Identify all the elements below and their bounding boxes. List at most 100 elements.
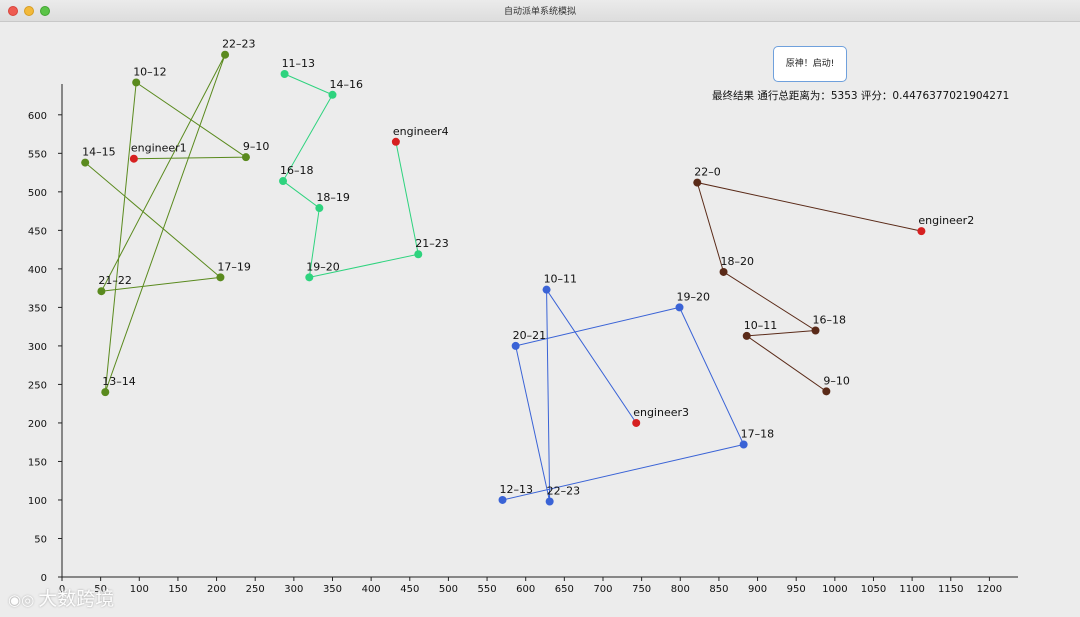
- engineer-label: engineer4: [393, 125, 449, 138]
- task-point: [542, 285, 551, 294]
- task-label: 16–18: [280, 164, 314, 177]
- x-tick-label: 100: [130, 584, 149, 595]
- task-label: 12–13: [500, 483, 534, 496]
- x-tick-label: 1200: [977, 584, 1002, 595]
- engineer-point: [632, 418, 641, 427]
- x-tick-label: 300: [284, 584, 303, 595]
- y-tick-label: 50: [34, 534, 47, 545]
- task-point: [305, 273, 314, 282]
- x-tick-label: 750: [632, 584, 651, 595]
- x-tick-label: 350: [323, 584, 342, 595]
- watermark: ◉◎ 大数跨境: [8, 584, 114, 611]
- x-tick-label: 1100: [899, 584, 924, 595]
- task-label: 22–0: [694, 166, 721, 179]
- x-tick-label: 1000: [822, 584, 847, 595]
- y-tick-label: 600: [28, 111, 47, 122]
- task-point: [545, 497, 554, 506]
- watermark-text: 大数跨境: [38, 588, 115, 610]
- task-point: [280, 69, 289, 78]
- task-label: 20–21: [513, 329, 547, 342]
- x-tick-label: 250: [246, 584, 265, 595]
- x-tick-label: 550: [478, 584, 497, 595]
- y-tick-label: 450: [28, 226, 47, 237]
- engineer-point: [129, 154, 138, 163]
- task-point: [216, 273, 225, 282]
- task-point: [97, 287, 106, 296]
- x-tick-label: 900: [748, 584, 767, 595]
- task-point: [279, 177, 288, 186]
- x-tick-label: 150: [168, 584, 187, 595]
- engineer-label: engineer2: [918, 214, 974, 227]
- x-tick-label: 500: [439, 584, 458, 595]
- x-tick-label: 700: [593, 584, 612, 595]
- window-title: 自动派单系统模拟: [503, 7, 576, 17]
- task-label: 13–14: [102, 375, 136, 388]
- x-tick-label: 1050: [861, 584, 886, 595]
- task-label: 18–20: [721, 255, 755, 268]
- distance-label: 通行总距离为：: [757, 90, 831, 102]
- task-label: 11–13: [282, 57, 316, 70]
- task-label: 14–16: [329, 78, 363, 91]
- task-label: 14–15: [82, 146, 116, 159]
- x-tick-label: 950: [787, 584, 806, 595]
- score-label: 评分：: [860, 90, 893, 102]
- task-label: 16–18: [813, 314, 847, 327]
- distance-value: 5353: [830, 90, 858, 102]
- x-tick-label: 400: [362, 584, 381, 595]
- engineer-label: engineer3: [633, 406, 689, 419]
- task-label: 10–11: [544, 273, 578, 286]
- task-label: 22–23: [222, 38, 256, 51]
- task-label: 10–11: [744, 319, 778, 332]
- engineer-point: [917, 227, 926, 236]
- start-button[interactable]: 原神！启动!: [773, 46, 847, 82]
- y-tick-label: 200: [28, 419, 47, 430]
- task-label: 22–23: [547, 485, 581, 498]
- y-tick-label: 150: [28, 457, 47, 468]
- score-value: 0.4476377021904271: [892, 90, 1010, 102]
- route-line-engineer3: [502, 287, 745, 502]
- task-point: [498, 495, 507, 504]
- task-point: [511, 341, 520, 350]
- task-label: 19–20: [306, 260, 340, 273]
- y-tick-label: 400: [28, 265, 47, 276]
- watermark-logo-icon: ◉◎: [8, 591, 35, 609]
- task-point: [101, 388, 110, 397]
- result-line: 最终结果 通行总距离为：5353 评分：0.4476377021904271: [712, 88, 1009, 103]
- x-tick-label: 1150: [938, 584, 963, 595]
- y-tick-label: 0: [41, 573, 47, 584]
- x-tick-label: 200: [207, 584, 226, 595]
- y-tick-label: 250: [28, 380, 47, 391]
- task-point: [742, 331, 751, 340]
- task-point: [132, 78, 141, 87]
- task-point: [328, 90, 337, 99]
- route-line-engineer2: [696, 181, 922, 392]
- task-label: 21–23: [415, 237, 449, 250]
- task-label: 9–10: [243, 140, 270, 153]
- x-tick-label: 0: [59, 584, 65, 595]
- close-window-button[interactable]: [8, 6, 18, 16]
- task-point: [693, 178, 702, 187]
- x-tick-label: 650: [555, 584, 574, 595]
- task-point: [241, 153, 250, 162]
- task-point: [822, 387, 831, 396]
- task-point: [221, 50, 230, 59]
- y-tick-label: 500: [28, 188, 47, 199]
- task-label: 19–20: [676, 290, 710, 303]
- x-tick-label: 50: [94, 584, 107, 595]
- task-point: [739, 440, 748, 449]
- task-point: [675, 303, 684, 312]
- x-tick-label: 450: [400, 584, 419, 595]
- y-tick-label: 350: [28, 303, 47, 314]
- y-tick-label: 550: [28, 149, 47, 160]
- engineer-label: engineer1: [131, 142, 187, 155]
- x-tick-label: 600: [516, 584, 535, 595]
- window-titlebar: 自动派单系统模拟: [0, 0, 1080, 22]
- task-point: [81, 158, 90, 167]
- y-tick-label: 300: [28, 342, 47, 353]
- minimize-window-button[interactable]: [24, 6, 34, 16]
- route-line-engineer1: [84, 54, 248, 393]
- maximize-window-button[interactable]: [40, 6, 50, 16]
- task-label: 10–12: [133, 65, 167, 78]
- x-tick-label: 850: [709, 584, 728, 595]
